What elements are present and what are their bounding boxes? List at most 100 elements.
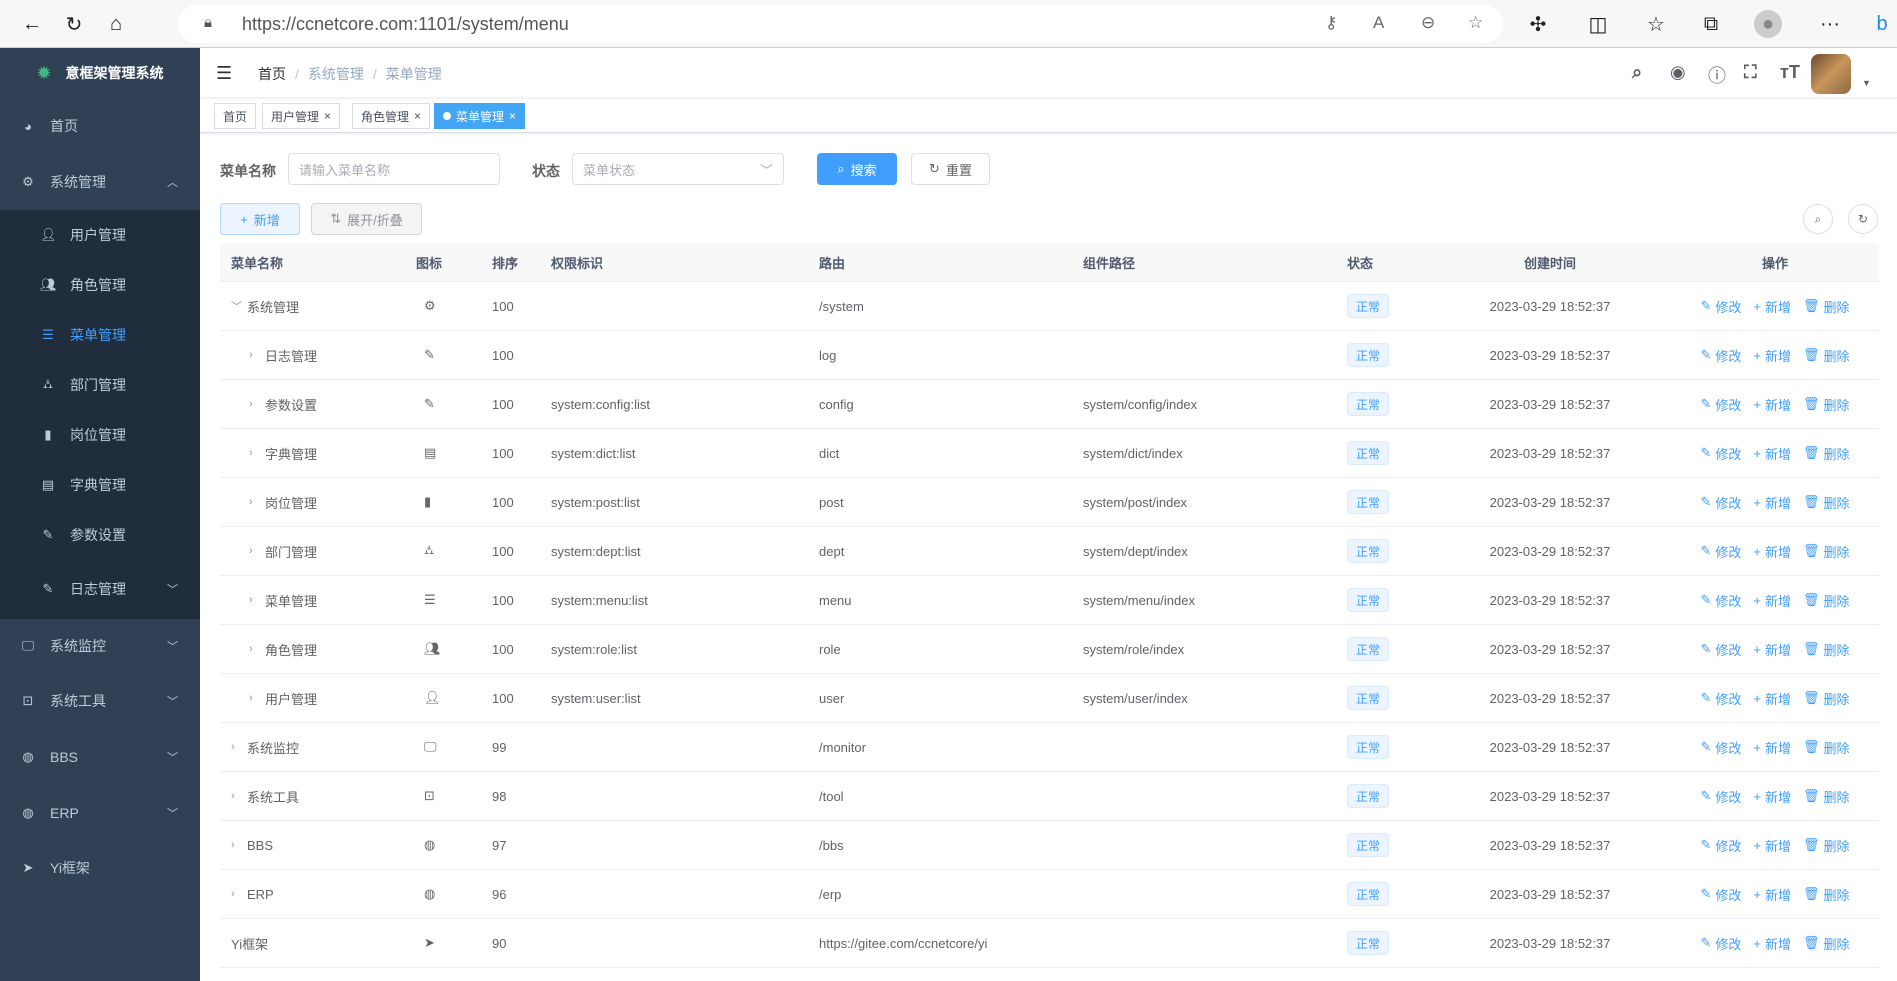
add-child-button[interactable]: + 新增 xyxy=(1753,444,1791,463)
edit-button[interactable]: ✎ 修改 xyxy=(1700,787,1741,806)
breadcrumb-item[interactable]: 系统管理 xyxy=(307,66,364,82)
hamburger-icon[interactable]: ☰ xyxy=(216,63,233,83)
sidebar-item-tool[interactable]: ⊡ 系统工具 ﹀ xyxy=(0,673,200,729)
refresh-table-button[interactable]: ↻ xyxy=(1848,204,1878,234)
chevron-right-icon[interactable]: › xyxy=(249,643,253,655)
edit-button[interactable]: ✎ 修改 xyxy=(1700,395,1741,414)
close-icon[interactable]: × xyxy=(324,109,332,123)
favorite-add-icon[interactable]: ☆ xyxy=(1468,13,1484,32)
favorites-icon[interactable]: ☆ xyxy=(1647,13,1665,36)
delete-button[interactable]: 🗑︎ 删除 xyxy=(1803,297,1850,316)
chevron-right-icon[interactable]: › xyxy=(249,594,253,606)
edit-button[interactable]: ✎ 修改 xyxy=(1700,689,1741,708)
edit-button[interactable]: ✎ 修改 xyxy=(1700,885,1741,904)
delete-button[interactable]: 🗑︎ 删除 xyxy=(1803,787,1850,806)
split-screen-icon[interactable]: ◫ xyxy=(1588,13,1608,36)
edit-button[interactable]: ✎ 修改 xyxy=(1700,444,1741,463)
edit-button[interactable]: ✎ 修改 xyxy=(1700,934,1741,953)
delete-button[interactable]: 🗑︎ 删除 xyxy=(1803,689,1850,708)
chevron-right-icon[interactable]: › xyxy=(249,349,253,361)
chevron-right-icon[interactable]: › xyxy=(249,692,253,704)
expand-collapse-button[interactable]: ⇅ 展开/折叠 xyxy=(311,203,422,235)
back-icon[interactable]: ← xyxy=(22,12,42,35)
sidebar-item-post[interactable]: ▮ 岗位管理 xyxy=(0,410,200,460)
chevron-right-icon[interactable]: › xyxy=(231,888,235,900)
read-aloud-icon[interactable]: A xyxy=(1373,13,1385,32)
collections-icon[interactable]: ⧉ xyxy=(1703,12,1719,35)
sidebar-item-yi[interactable]: ➤ Yi框架 xyxy=(0,840,200,896)
github-icon[interactable]: ◉ xyxy=(1670,62,1686,82)
profile-icon[interactable]: ● xyxy=(1754,10,1782,38)
font-size-icon[interactable]: ᴛT xyxy=(1780,62,1800,82)
key-icon[interactable]: ⚷ xyxy=(1325,13,1338,32)
add-child-button[interactable]: + 新增 xyxy=(1753,689,1791,708)
chevron-right-icon[interactable]: › xyxy=(249,496,253,508)
delete-button[interactable]: 🗑︎ 删除 xyxy=(1803,493,1850,512)
add-child-button[interactable]: + 新增 xyxy=(1753,885,1791,904)
status-select[interactable]: 菜单状态 ﹀ xyxy=(572,153,784,185)
sidebar-item-system[interactable]: ⚙ 系统管理 ︿ xyxy=(0,154,200,210)
home-icon[interactable]: ⌂ xyxy=(109,12,123,35)
zoom-out-icon[interactable]: ⊖ xyxy=(1421,13,1436,32)
edit-button[interactable]: ✎ 修改 xyxy=(1700,297,1741,316)
edit-button[interactable]: ✎ 修改 xyxy=(1700,542,1741,561)
delete-button[interactable]: 🗑︎ 删除 xyxy=(1803,836,1850,855)
sidebar-item-config[interactable]: ✎ 参数设置 xyxy=(0,510,200,560)
sidebar-item-user[interactable]: 👤︎ 用户管理 xyxy=(0,210,200,260)
breadcrumb-item[interactable]: 首页 xyxy=(258,66,286,82)
sidebar-logo[interactable]: ✹ 意框架管理系统 xyxy=(0,48,200,98)
add-child-button[interactable]: + 新增 xyxy=(1753,787,1791,806)
chevron-down-icon[interactable]: ﹀ xyxy=(231,301,242,313)
menu-name-input[interactable]: 请输入菜单名称 xyxy=(288,153,500,185)
close-icon[interactable]: × xyxy=(509,109,517,123)
add-child-button[interactable]: + 新增 xyxy=(1753,738,1791,757)
extensions-icon[interactable]: ✣ xyxy=(1529,13,1547,36)
sidebar-item-monitor[interactable]: 🖵︎ 系统监控 ﹀ xyxy=(0,618,200,674)
add-child-button[interactable]: + 新增 xyxy=(1753,934,1791,953)
tag-role[interactable]: 角色管理 × xyxy=(352,103,431,129)
avatar[interactable] xyxy=(1811,54,1851,94)
sidebar-item-bbs[interactable]: ◍ BBS ﹀ xyxy=(0,729,200,785)
sidebar-item-log[interactable]: ✎ 日志管理 ﹀ xyxy=(0,564,200,614)
delete-button[interactable]: 🗑︎ 删除 xyxy=(1803,542,1850,561)
add-button[interactable]: + 新增 xyxy=(220,203,300,235)
delete-button[interactable]: 🗑︎ 删除 xyxy=(1803,738,1850,757)
edit-button[interactable]: ✎ 修改 xyxy=(1700,836,1741,855)
edit-button[interactable]: ✎ 修改 xyxy=(1700,738,1741,757)
chevron-right-icon[interactable]: › xyxy=(231,839,235,851)
delete-button[interactable]: 🗑︎ 删除 xyxy=(1803,444,1850,463)
add-child-button[interactable]: + 新增 xyxy=(1753,297,1791,316)
delete-button[interactable]: 🗑︎ 删除 xyxy=(1803,395,1850,414)
bing-icon[interactable]: b xyxy=(1876,12,1888,35)
edit-button[interactable]: ✎ 修改 xyxy=(1700,346,1741,365)
sidebar-item-menu[interactable]: ☰ 菜单管理 xyxy=(0,310,200,360)
sidebar-item-erp[interactable]: ◍ ERP ﹀ xyxy=(0,785,200,841)
refresh-icon[interactable]: ↻ xyxy=(65,13,83,36)
add-child-button[interactable]: + 新增 xyxy=(1753,640,1791,659)
edit-button[interactable]: ✎ 修改 xyxy=(1700,591,1741,610)
chevron-right-icon[interactable]: › xyxy=(231,790,235,802)
search-icon[interactable]: ⌕ xyxy=(1632,62,1643,82)
reset-button[interactable]: ↻ 重置 xyxy=(911,153,990,185)
delete-button[interactable]: 🗑︎ 删除 xyxy=(1803,885,1850,904)
sidebar-item-role[interactable]: 👥︎ 角色管理 xyxy=(0,260,200,310)
sidebar-item-dept[interactable]: ⛼ 部门管理 xyxy=(0,360,200,410)
edit-button[interactable]: ✎ 修改 xyxy=(1700,493,1741,512)
chevron-right-icon[interactable]: › xyxy=(249,447,253,459)
chevron-right-icon[interactable]: › xyxy=(231,741,235,753)
add-child-button[interactable]: + 新增 xyxy=(1753,591,1791,610)
add-child-button[interactable]: + 新增 xyxy=(1753,542,1791,561)
address-bar[interactable]: 🔒︎ https://ccnetcore.com:1101/system/men… xyxy=(178,5,1503,43)
fullscreen-icon[interactable]: ⛶ xyxy=(1744,62,1757,82)
delete-button[interactable]: 🗑︎ 删除 xyxy=(1803,591,1850,610)
tag-home[interactable]: 首页 xyxy=(214,103,257,129)
edit-button[interactable]: ✎ 修改 xyxy=(1700,640,1741,659)
sidebar-item-dict[interactable]: ▤ 字典管理 xyxy=(0,460,200,510)
tag-menu[interactable]: 菜单管理 × xyxy=(434,103,526,129)
add-child-button[interactable]: + 新增 xyxy=(1753,493,1791,512)
add-child-button[interactable]: + 新增 xyxy=(1753,836,1791,855)
delete-button[interactable]: 🗑︎ 删除 xyxy=(1803,640,1850,659)
search-button[interactable]: ⌕ 搜索 xyxy=(817,153,897,185)
delete-button[interactable]: 🗑︎ 删除 xyxy=(1803,934,1850,953)
close-icon[interactable]: × xyxy=(414,109,422,123)
